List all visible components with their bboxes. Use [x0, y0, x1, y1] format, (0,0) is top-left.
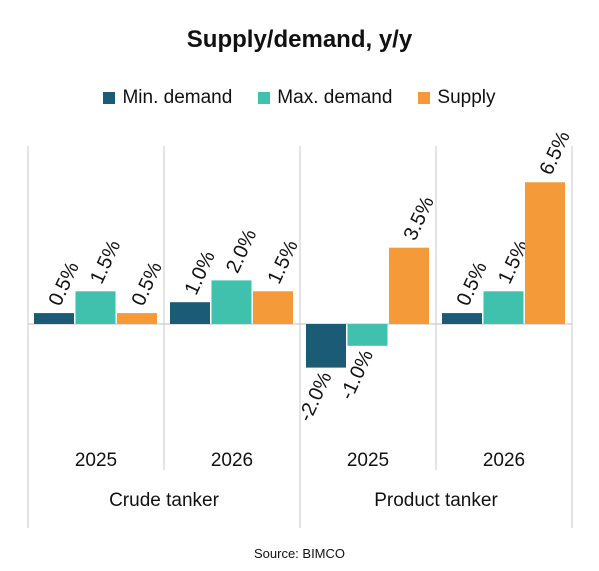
legend-label-min-demand: Min. demand — [122, 87, 233, 108]
data-label: 1.5% — [264, 237, 303, 288]
legend-swatch-min-demand — [103, 92, 116, 104]
bar — [347, 324, 388, 346]
data-label: 2.0% — [222, 226, 261, 277]
legend-swatch-supply — [418, 92, 431, 104]
legend-item-supply: Supply — [418, 87, 496, 109]
bar — [34, 313, 74, 324]
data-label: -2.0% — [295, 368, 337, 425]
group-label: Crude tanker — [109, 490, 220, 511]
data-label: 3.5% — [400, 193, 439, 244]
data-label: 1.5% — [86, 237, 125, 288]
x-tick-label: 2026 — [483, 450, 525, 471]
x-tick-label: 2025 — [75, 450, 117, 471]
bar — [483, 291, 524, 324]
x-tick-label: 2026 — [211, 450, 253, 471]
legend-label-max-demand: Max. demand — [277, 87, 393, 108]
chart-title: Supply/demand, y/y — [186, 26, 413, 53]
legend: Min. demand Max. demand Supply — [0, 86, 599, 110]
bar — [442, 313, 482, 324]
legend-swatch-max-demand — [258, 92, 271, 104]
legend-item-max-demand: Max. demand — [258, 87, 392, 109]
bar — [253, 291, 293, 324]
bar — [389, 247, 429, 324]
bar — [170, 302, 210, 324]
x-tick-label: 2025 — [347, 450, 389, 471]
bar — [117, 313, 157, 324]
legend-label-supply: Supply — [437, 87, 496, 108]
bar — [306, 324, 346, 368]
bar — [525, 182, 565, 324]
legend-item-min-demand: Min. demand — [103, 87, 232, 109]
bar — [211, 280, 252, 324]
group-label: Product tanker — [374, 490, 498, 511]
data-label: 6.5% — [536, 128, 575, 179]
bar — [75, 291, 116, 324]
data-label: 0.5% — [128, 258, 167, 309]
source-note: Source: BIMCO — [253, 546, 346, 561]
